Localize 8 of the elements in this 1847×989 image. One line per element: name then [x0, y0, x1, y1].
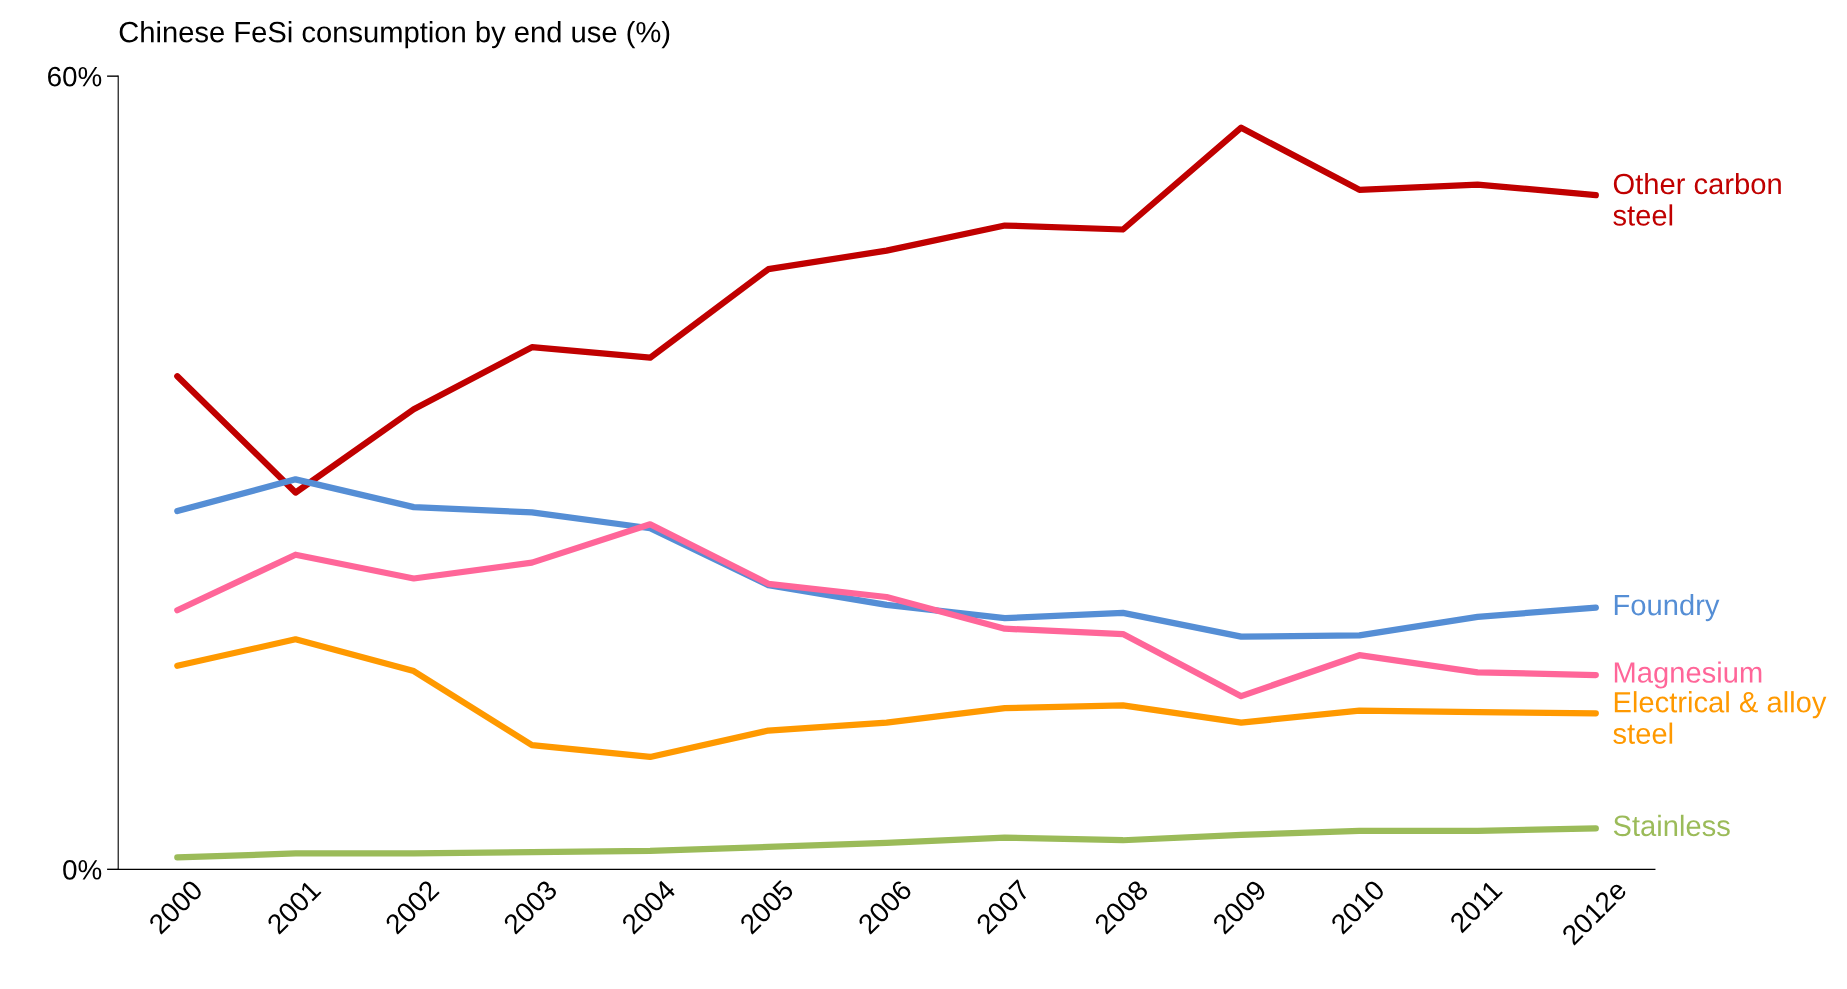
series-label: Foundry — [1614, 593, 1720, 622]
series-label: Other carbon steel — [1613, 172, 1781, 226]
chart-title: Chinese FeSi consumption by end use (%) — [119, 21, 670, 49]
y-tick-label: 0% — [63, 860, 102, 880]
series-label: Stainless — [1613, 814, 1730, 837]
series-label: Magnesium — [1614, 661, 1762, 689]
y-tick-label: 60% — [48, 66, 102, 87]
series-label: Electrical & alloy steel — [1613, 691, 1827, 744]
